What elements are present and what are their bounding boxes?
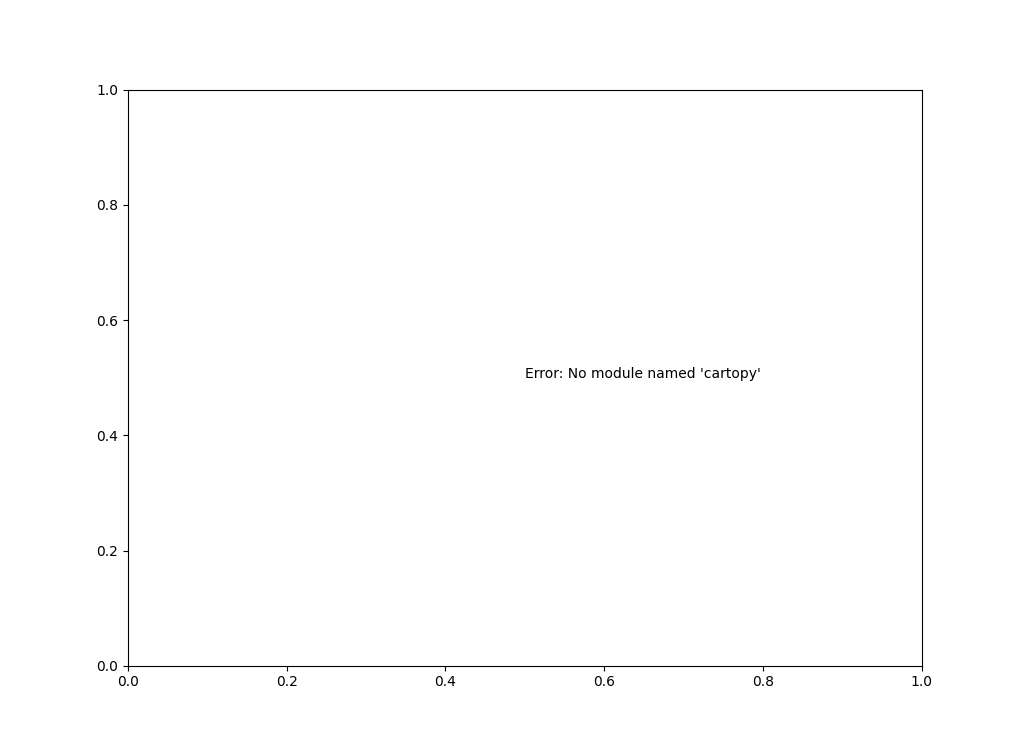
Text: Error: No module named 'cartopy': Error: No module named 'cartopy' [524,367,761,381]
